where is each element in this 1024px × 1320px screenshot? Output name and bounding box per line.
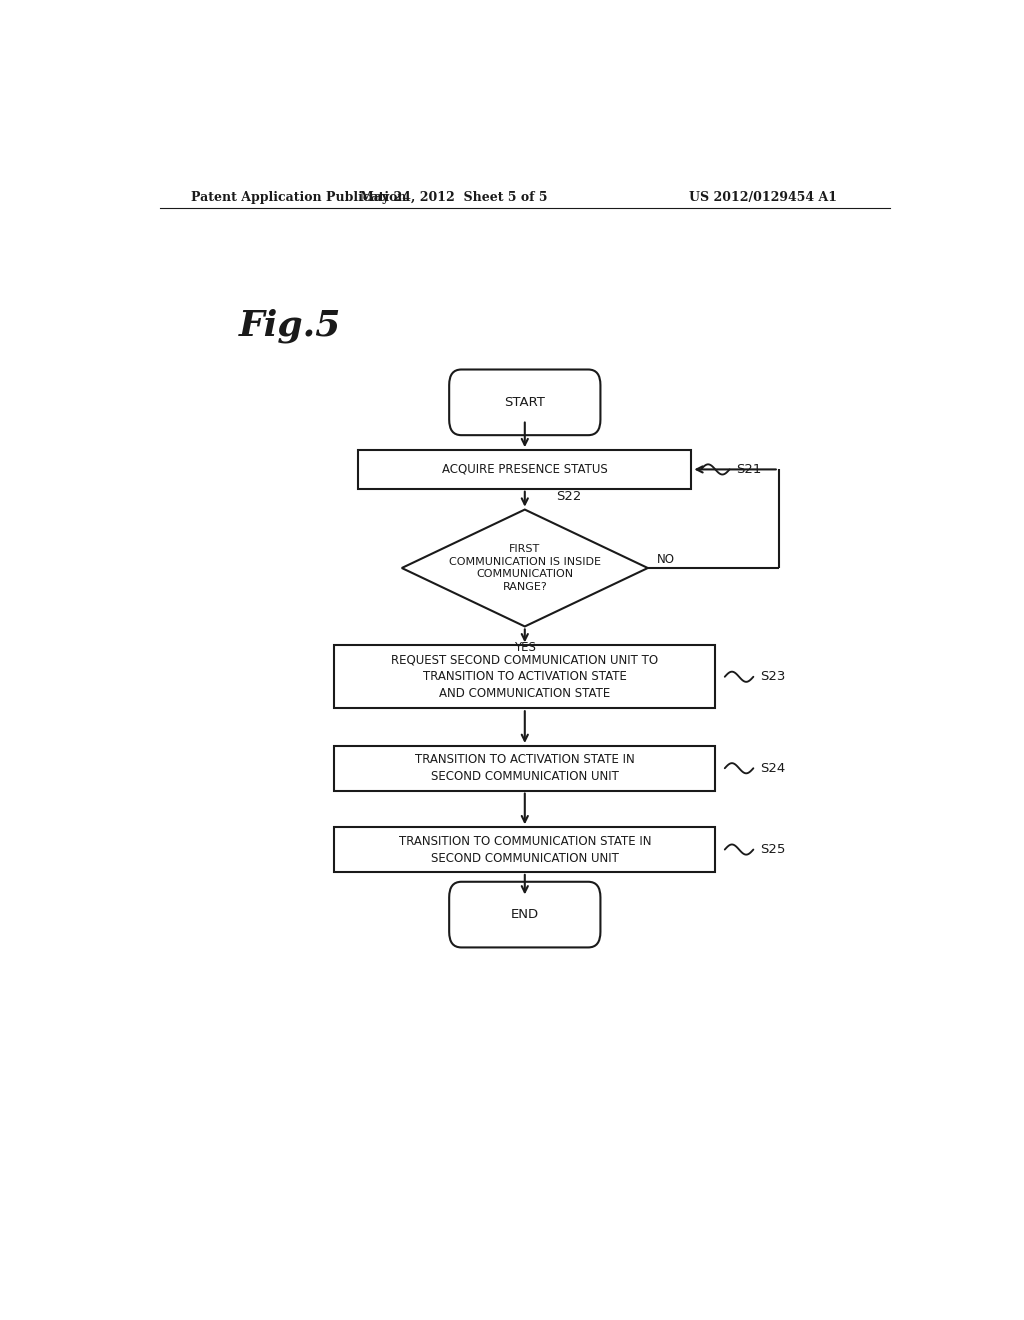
Text: S23: S23 xyxy=(760,671,785,684)
FancyBboxPatch shape xyxy=(450,882,600,948)
Text: TRANSITION TO ACTIVATION STATE IN
SECOND COMMUNICATION UNIT: TRANSITION TO ACTIVATION STATE IN SECOND… xyxy=(415,754,635,783)
Text: TRANSITION TO COMMUNICATION STATE IN
SECOND COMMUNICATION UNIT: TRANSITION TO COMMUNICATION STATE IN SEC… xyxy=(398,834,651,865)
Polygon shape xyxy=(401,510,648,627)
Text: S22: S22 xyxy=(557,491,582,503)
Bar xyxy=(358,450,691,488)
Text: FIRST
COMMUNICATION IS INSIDE
COMMUNICATION
RANGE?: FIRST COMMUNICATION IS INSIDE COMMUNICAT… xyxy=(449,544,601,593)
Text: START: START xyxy=(505,396,545,409)
Text: S24: S24 xyxy=(760,762,785,775)
Bar xyxy=(334,746,715,791)
Text: May 24, 2012  Sheet 5 of 5: May 24, 2012 Sheet 5 of 5 xyxy=(359,190,547,203)
Text: S21: S21 xyxy=(736,463,761,477)
Text: YES: YES xyxy=(514,640,536,653)
Text: ACQUIRE PRESENCE STATUS: ACQUIRE PRESENCE STATUS xyxy=(442,463,607,477)
Text: NO: NO xyxy=(657,553,676,566)
Text: US 2012/0129454 A1: US 2012/0129454 A1 xyxy=(689,190,837,203)
Bar xyxy=(334,645,715,709)
Bar xyxy=(334,828,715,873)
Text: S25: S25 xyxy=(760,843,785,857)
Text: Fig.5: Fig.5 xyxy=(240,309,341,343)
Text: Patent Application Publication: Patent Application Publication xyxy=(191,190,407,203)
FancyBboxPatch shape xyxy=(450,370,600,436)
Text: END: END xyxy=(511,908,539,921)
Text: REQUEST SECOND COMMUNICATION UNIT TO
TRANSITION TO ACTIVATION STATE
AND COMMUNIC: REQUEST SECOND COMMUNICATION UNIT TO TRA… xyxy=(391,653,658,701)
